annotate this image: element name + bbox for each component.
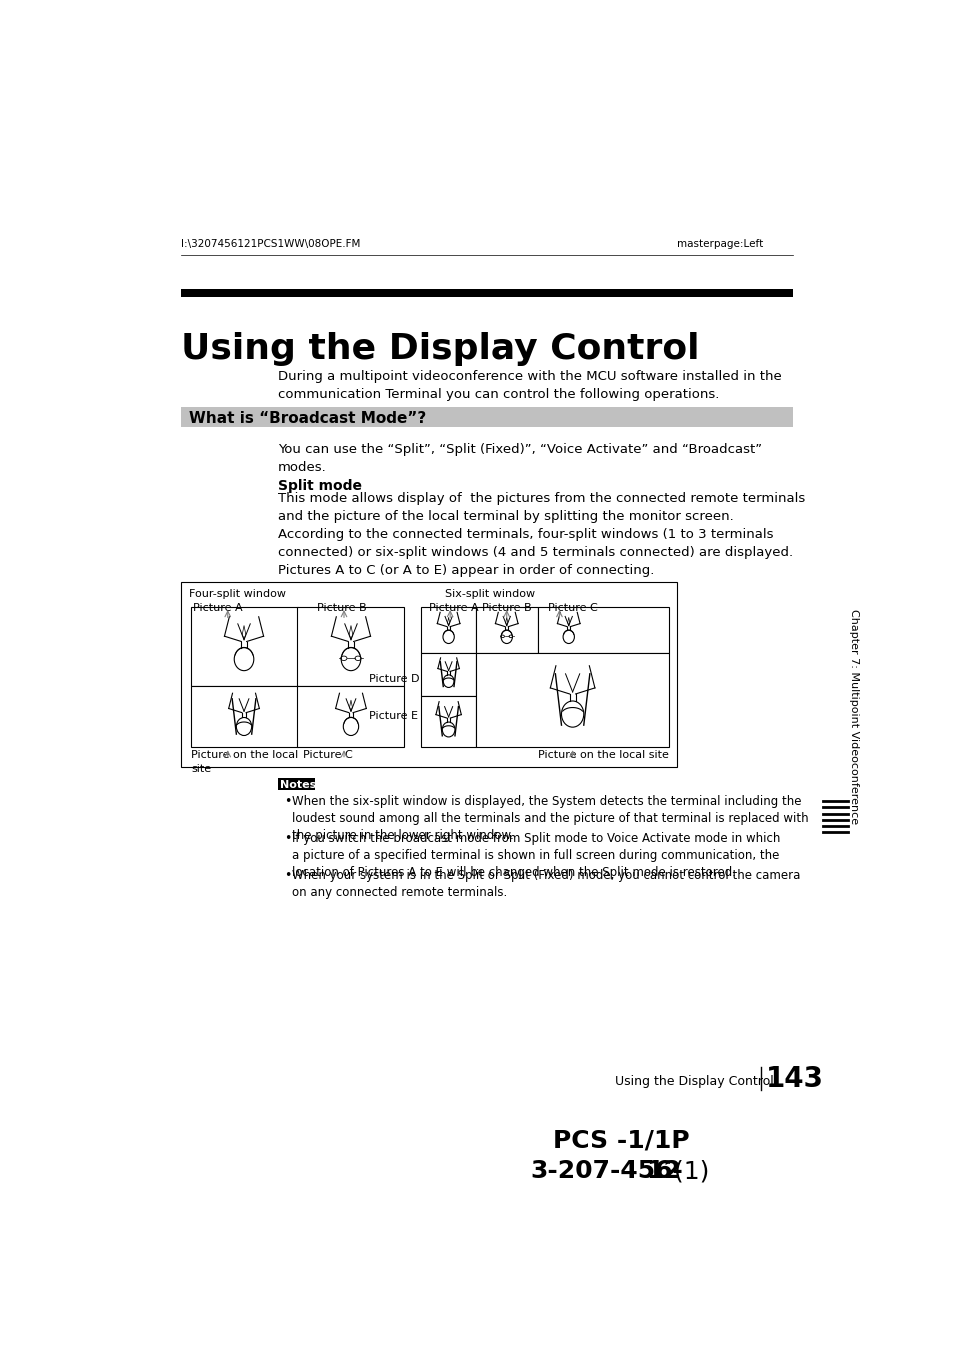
- Bar: [191, 607, 297, 686]
- Text: You can use the “Split”, “Split (Fixed)”, “Voice Activate” and “Broadcast”
modes: You can use the “Split”, “Split (Fixed)”…: [278, 443, 761, 474]
- Text: Picture C: Picture C: [547, 604, 597, 613]
- Text: Picture on the local
site: Picture on the local site: [192, 750, 298, 774]
- Bar: [181, 582, 677, 766]
- Text: PCS -1/1P: PCS -1/1P: [553, 1128, 689, 1152]
- Text: Picture E: Picture E: [369, 711, 417, 721]
- Bar: [191, 686, 297, 747]
- Text: Split mode: Split mode: [278, 480, 362, 493]
- Bar: [476, 607, 537, 653]
- Text: Picture B: Picture B: [481, 604, 531, 613]
- Text: •: •: [284, 794, 292, 808]
- Text: masterpage:Left: masterpage:Left: [677, 239, 762, 249]
- Bar: [421, 696, 476, 747]
- Text: Picture B: Picture B: [316, 604, 366, 613]
- Text: 12: 12: [645, 1159, 680, 1183]
- Text: 3-207-456-: 3-207-456-: [530, 1159, 682, 1183]
- Bar: [421, 653, 476, 696]
- Text: 143: 143: [765, 1065, 823, 1093]
- Text: Picture C: Picture C: [303, 750, 353, 761]
- Bar: [181, 289, 793, 297]
- Text: Picture A: Picture A: [193, 604, 242, 613]
- Text: What is “Broadcast Mode”?: What is “Broadcast Mode”?: [189, 411, 426, 426]
- Text: When the six-split window is displayed, the System detects the terminal includin: When the six-split window is displayed, …: [292, 794, 808, 842]
- Text: If you switch the broadcast mode from Split mode to Voice Activate mode in which: If you switch the broadcast mode from Sp…: [292, 832, 780, 880]
- Bar: [537, 607, 669, 653]
- Text: (1): (1): [666, 1159, 709, 1183]
- Text: Notes: Notes: [279, 780, 315, 790]
- Text: Picture A: Picture A: [429, 604, 478, 613]
- Text: Four-split window: Four-split window: [189, 589, 286, 600]
- Bar: [297, 607, 404, 686]
- Bar: [297, 686, 404, 747]
- Bar: [421, 607, 476, 653]
- Text: Using the Display Control: Using the Display Control: [181, 331, 699, 366]
- Text: Six-split window: Six-split window: [444, 589, 535, 600]
- Text: •: •: [284, 869, 292, 882]
- Bar: [181, 407, 793, 427]
- Text: When your system is in the Split or Split (Fixed) mode, you cannot control the c: When your system is in the Split or Spli…: [292, 869, 800, 898]
- Text: Picture D: Picture D: [369, 674, 419, 684]
- Text: •: •: [284, 832, 292, 844]
- Text: This mode allows display of  the pictures from the connected remote terminals
an: This mode allows display of the pictures…: [278, 492, 804, 577]
- Bar: [278, 778, 315, 790]
- Text: I:\3207456121PCS1WW\08OPE.FM: I:\3207456121PCS1WW\08OPE.FM: [181, 239, 360, 249]
- Text: Picture on the local site: Picture on the local site: [537, 750, 668, 761]
- Text: During a multipoint videoconference with the MCU software installed in the
commu: During a multipoint videoconference with…: [278, 370, 781, 401]
- Bar: [476, 653, 669, 747]
- Text: Chapter 7: Multipoint Videoconference: Chapter 7: Multipoint Videoconference: [848, 609, 858, 824]
- Text: Using the Display Control: Using the Display Control: [615, 1074, 773, 1088]
